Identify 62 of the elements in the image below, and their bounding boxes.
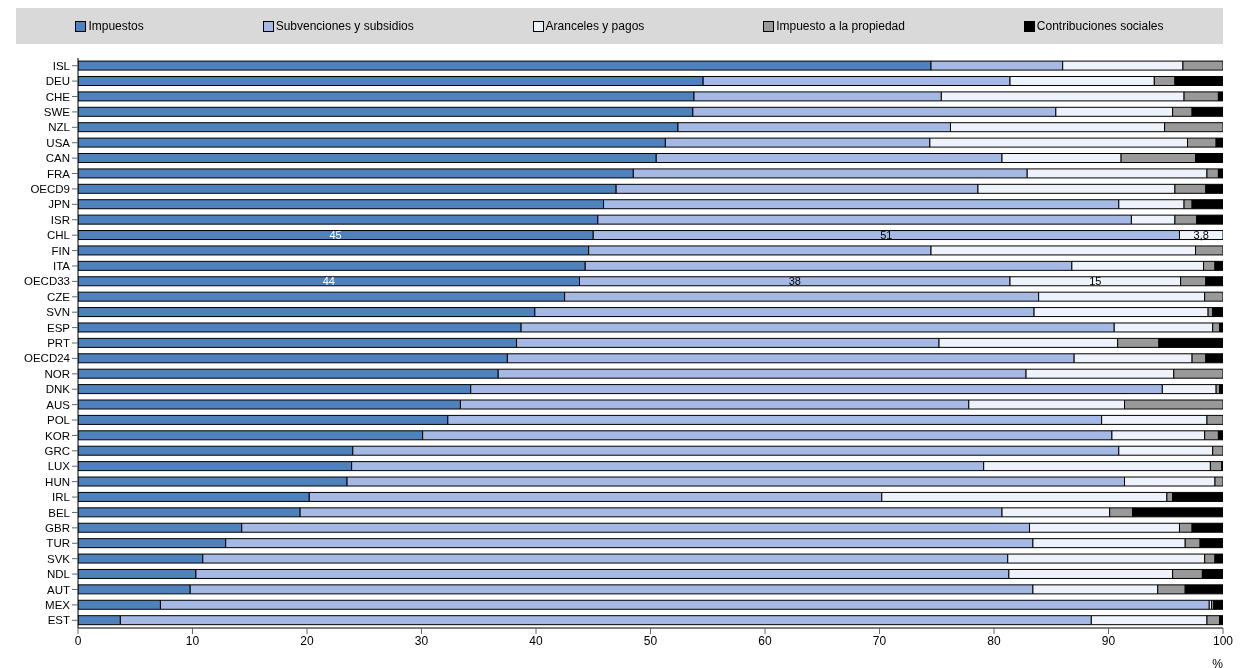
legend-label: Impuestos (87, 19, 144, 33)
y-tick-label: MEX (45, 598, 71, 611)
y-tick-label: FIN (51, 244, 70, 257)
x-tick-label: 30 (414, 633, 429, 648)
y-tick-label: GRC (44, 444, 70, 457)
y-tick-label: SVN (46, 306, 70, 319)
x-tick-label: 10 (185, 633, 200, 648)
x-tick-label: 60 (758, 633, 772, 648)
y-tick-label: DNK (45, 383, 71, 396)
bar (1213, 599, 1223, 610)
x-axis-title: % (1212, 657, 1224, 668)
y-tick-label: ISR (50, 213, 70, 226)
y-tick-label: SVK (46, 552, 71, 565)
x-tick-label: 90 (1101, 633, 1116, 648)
data-label: 44 (322, 275, 335, 288)
y-tick-label: EST (47, 614, 70, 627)
x-tick-label: 0 (74, 633, 82, 648)
y-tick-label: NZL (48, 121, 71, 134)
y-tick-label: CAN (45, 152, 70, 165)
y-tick-label: BEL (48, 506, 71, 519)
y-tick-label: USA (46, 136, 71, 149)
y-tick-label: ITA (52, 260, 71, 273)
x-tick-label: 100 (1212, 633, 1234, 648)
y-tick-label: SWE (43, 106, 71, 118)
y-tick-label: ESP (46, 321, 71, 334)
data-label: 38 (788, 275, 801, 288)
y-tick-label: POL (46, 414, 71, 427)
data-label: 51 (880, 228, 893, 241)
y-tick-label: NDL (46, 568, 71, 581)
y-tick-label: DEU (45, 75, 70, 88)
x-tick-label: 80 (987, 633, 1001, 648)
y-tick-label: AUS (46, 398, 71, 411)
legend-label: Subvenciones y subsidios (274, 19, 414, 33)
y-tick-label: CZE (47, 290, 71, 303)
x-tick-label: 20 (300, 633, 314, 648)
y-tick-label: JPN (48, 198, 70, 211)
x-tick-label: 40 (529, 633, 543, 648)
y-tick-label: OECD24 (23, 352, 71, 365)
y-tick-label: GBR (45, 521, 70, 534)
y-tick-label: OECD9 (30, 183, 70, 196)
y-tick-label: NOR (44, 367, 70, 380)
legend-label: Impuesto a la propiedad (775, 19, 905, 33)
legend-label: Contribuciones sociales (1035, 19, 1164, 33)
y-tick-label: CHL (46, 229, 71, 242)
y-tick-label: TUR (46, 537, 70, 550)
y-tick-label: ISL (52, 59, 71, 72)
y-tick-label: LUX (47, 460, 71, 473)
x-tick-label: 70 (872, 633, 887, 648)
y-tick-label: FRA (47, 167, 71, 180)
legend-label: Aranceles y pagos (544, 19, 645, 33)
data-label: 3,8 (1193, 228, 1209, 241)
data-label: 45 (329, 228, 342, 241)
bar (1219, 384, 1223, 395)
y-tick-label: KOR (45, 429, 70, 442)
x-tick-label: 50 (643, 633, 658, 648)
y-tick-label: AUT (47, 583, 70, 596)
y-tick-label: OECD33 (23, 275, 70, 288)
y-tick-label: IRL (52, 491, 71, 504)
data-label: 15 (1089, 275, 1102, 288)
y-tick-label: HUN (45, 475, 70, 488)
y-tick-label: PRT (47, 337, 70, 350)
y-tick-label: CHE (45, 90, 71, 103)
